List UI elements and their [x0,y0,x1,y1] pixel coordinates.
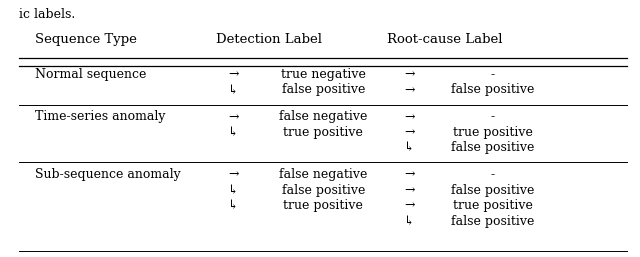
Text: false positive: false positive [451,141,534,154]
Text: →: → [404,84,415,96]
Text: ↳: ↳ [228,126,239,139]
Text: -: - [491,111,495,123]
Text: ↳: ↳ [228,184,239,197]
Text: false negative: false negative [279,168,367,181]
Text: false positive: false positive [451,84,534,96]
Text: true positive: true positive [284,199,363,212]
Text: →: → [404,126,415,139]
Text: true positive: true positive [453,126,532,139]
Text: false positive: false positive [451,215,534,227]
Text: true negative: true negative [281,68,365,81]
Text: false positive: false positive [451,184,534,197]
Text: →: → [228,168,239,181]
Text: -: - [491,68,495,81]
Text: -: - [491,168,495,181]
Text: →: → [228,111,239,123]
Text: →: → [404,184,415,197]
Text: false negative: false negative [279,111,367,123]
Text: true positive: true positive [284,126,363,139]
Text: false positive: false positive [282,84,365,96]
Text: true positive: true positive [453,199,532,212]
Text: ↳: ↳ [228,199,239,212]
Text: →: → [404,111,415,123]
Text: ↳: ↳ [228,84,239,96]
Text: →: → [228,68,239,81]
Text: false positive: false positive [282,184,365,197]
Text: ↳: ↳ [404,215,415,227]
Text: Sequence Type: Sequence Type [35,33,137,46]
Text: Sub-sequence anomaly: Sub-sequence anomaly [35,168,181,181]
Text: ic labels.: ic labels. [19,8,76,21]
Text: →: → [404,199,415,212]
Text: Time-series anomaly: Time-series anomaly [35,111,166,123]
Text: ↳: ↳ [404,141,415,154]
Text: →: → [404,168,415,181]
Text: Detection Label: Detection Label [216,33,322,46]
Text: Root-cause Label: Root-cause Label [387,33,502,46]
Text: →: → [404,68,415,81]
Text: Normal sequence: Normal sequence [35,68,147,81]
